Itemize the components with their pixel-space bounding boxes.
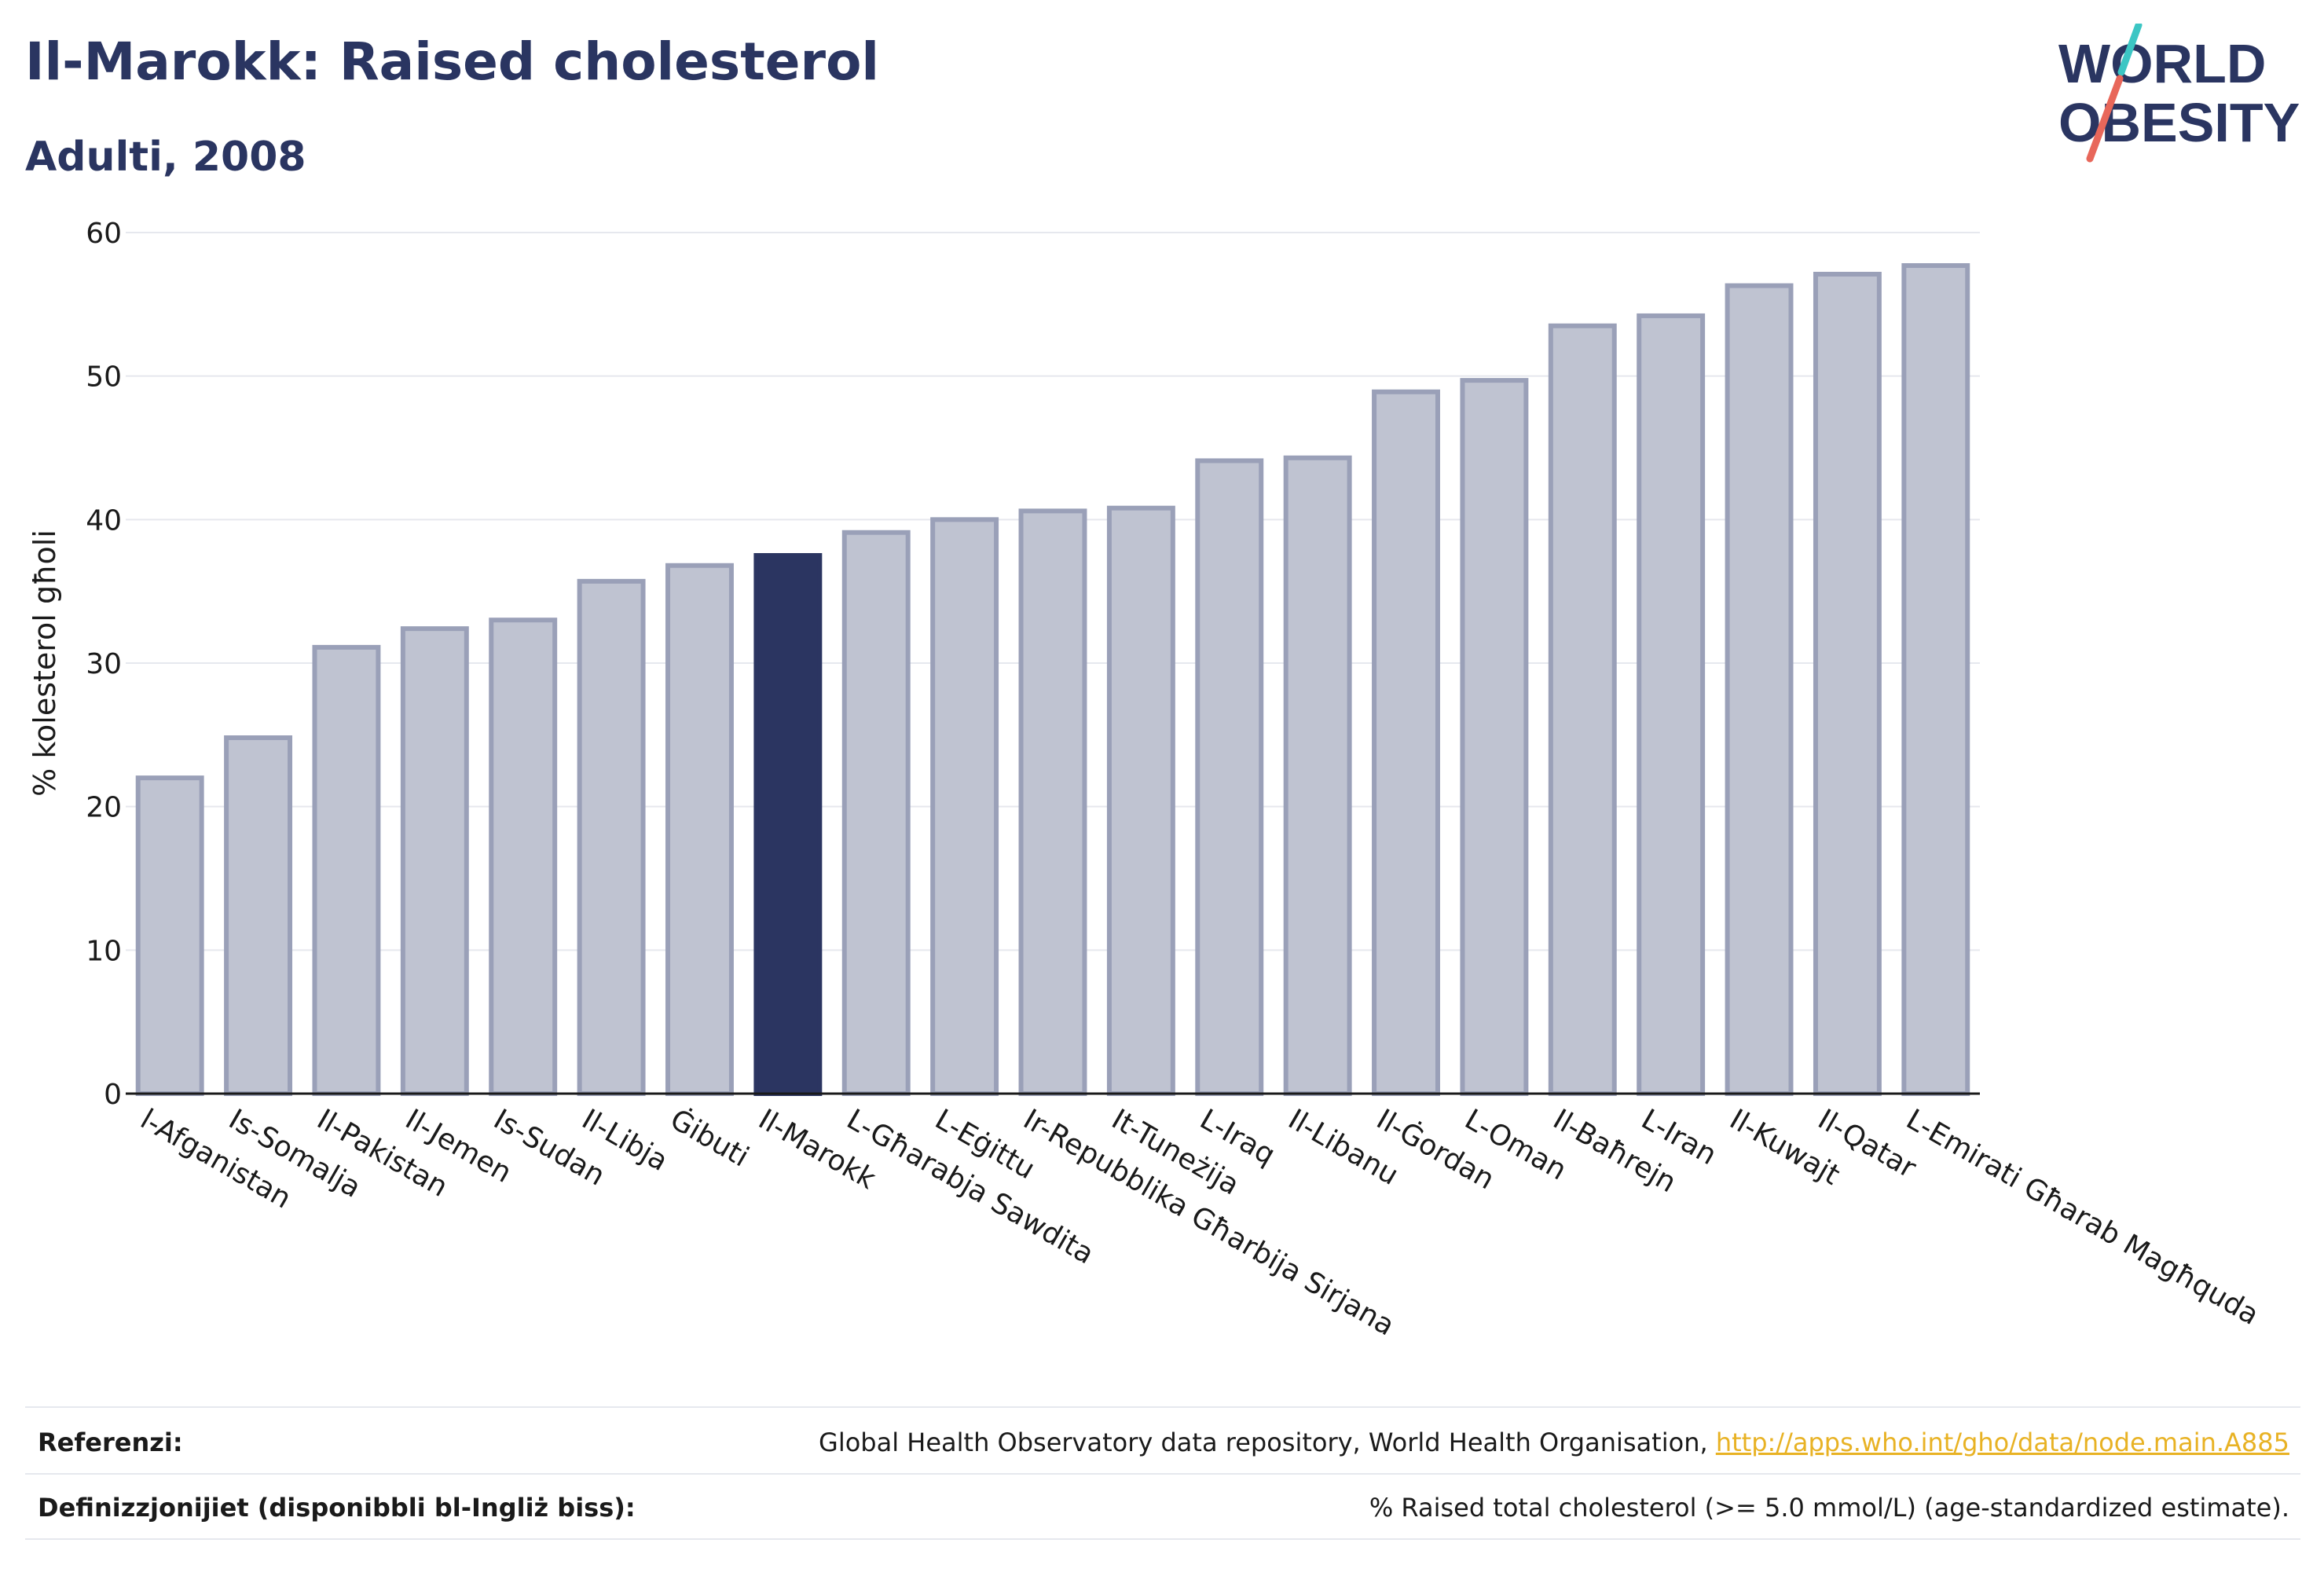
- definitions-value: % Raised total cholesterol (>= 5.0 mmol/…: [1369, 1493, 2289, 1523]
- y-tick-label: 40: [86, 504, 122, 537]
- references-text: Global Health Observatory data repositor…: [819, 1428, 1716, 1457]
- footer-definitions-row: Definizzjonijiet (disponibbli bl-Ingliż …: [25, 1475, 2300, 1538]
- logo-slash-teal: [2117, 24, 2143, 76]
- bar-it-tune-ija[interactable]: [1106, 505, 1175, 1096]
- bar-il-marokk[interactable]: [753, 553, 823, 1096]
- bar-l-iran[interactable]: [1637, 313, 1706, 1096]
- world-obesity-logo: WORLD OBESITY: [2058, 24, 2300, 163]
- bar-l-g-arabja-sawdita[interactable]: [841, 530, 911, 1096]
- bar-il-kuwajt[interactable]: [1725, 283, 1794, 1096]
- y-tick-label: 10: [86, 935, 122, 967]
- references-label: Referenzi:: [38, 1428, 183, 1457]
- bar-il-ba-rejn[interactable]: [1548, 323, 1617, 1096]
- y-tick-label: 0: [104, 1079, 122, 1111]
- bar-l-iraq[interactable]: [1195, 458, 1264, 1096]
- footer-references-row: Referenzi: Global Health Observatory dat…: [25, 1410, 2300, 1473]
- bar--ibuti[interactable]: [665, 563, 734, 1096]
- y-tick-label: 60: [86, 218, 122, 250]
- chart-title: Il-Marokk: Raised cholesterol: [25, 31, 880, 92]
- references-link[interactable]: http://apps.who.int/gho/data/node.main.A…: [1715, 1428, 2289, 1457]
- footer-divider-middle: [25, 1473, 2300, 1475]
- y-axis-ticks: 0 10 20 30 40 50 60: [86, 218, 122, 1111]
- bar-il-libanu[interactable]: [1283, 455, 1352, 1096]
- bar-l-e-ittu[interactable]: [930, 517, 999, 1096]
- bar-il-pakistan[interactable]: [312, 644, 381, 1096]
- bar-il-ordan[interactable]: [1372, 389, 1440, 1096]
- logo-slash-red: [2086, 75, 2124, 163]
- chart-subtitle: Adulti, 2008: [25, 134, 306, 181]
- x-axis-ticks: l-AfganistanIs-SomaljaIl-PakistanIl-Jeme…: [135, 1102, 2264, 1342]
- bar-l-emirati-g-arab-mag-quda[interactable]: [1901, 263, 1970, 1097]
- y-tick-label: 50: [86, 361, 122, 394]
- bar-l-afganistan[interactable]: [135, 775, 204, 1097]
- bar-il-qatar[interactable]: [1813, 271, 1882, 1096]
- x-tick-label: L-Emirati Għarab Magħquda: [1901, 1103, 2264, 1332]
- bar-l-oman[interactable]: [1460, 378, 1529, 1096]
- bar-is-somalja[interactable]: [224, 735, 293, 1097]
- y-tick-label: 30: [86, 648, 122, 680]
- bar-is-sudan[interactable]: [489, 618, 558, 1096]
- bars: [135, 263, 1970, 1097]
- bar-ir-repubblika-g-arbija-sirjana[interactable]: [1018, 508, 1087, 1096]
- bar-chart: 0 10 20 30 40 50 60 l-AfganistanIs-SomaljaIl-P…: [27, 218, 2264, 1343]
- definitions-label: Definizzjonijiet (disponibbli bl-Ingliż …: [38, 1493, 636, 1523]
- footer-divider-top: [25, 1406, 2300, 1408]
- references-value: Global Health Observatory data repositor…: [819, 1428, 2289, 1457]
- bar-il-jemen[interactable]: [400, 626, 469, 1096]
- y-axis-label: % kolesterol għoli: [27, 530, 62, 797]
- x-tick-label: Ġibuti: [665, 1102, 754, 1173]
- logo-line-world: WORLD: [2058, 33, 2266, 94]
- bar-il-libja[interactable]: [577, 578, 646, 1096]
- y-tick-label: 20: [86, 792, 122, 824]
- footer-divider-bottom: [25, 1538, 2300, 1540]
